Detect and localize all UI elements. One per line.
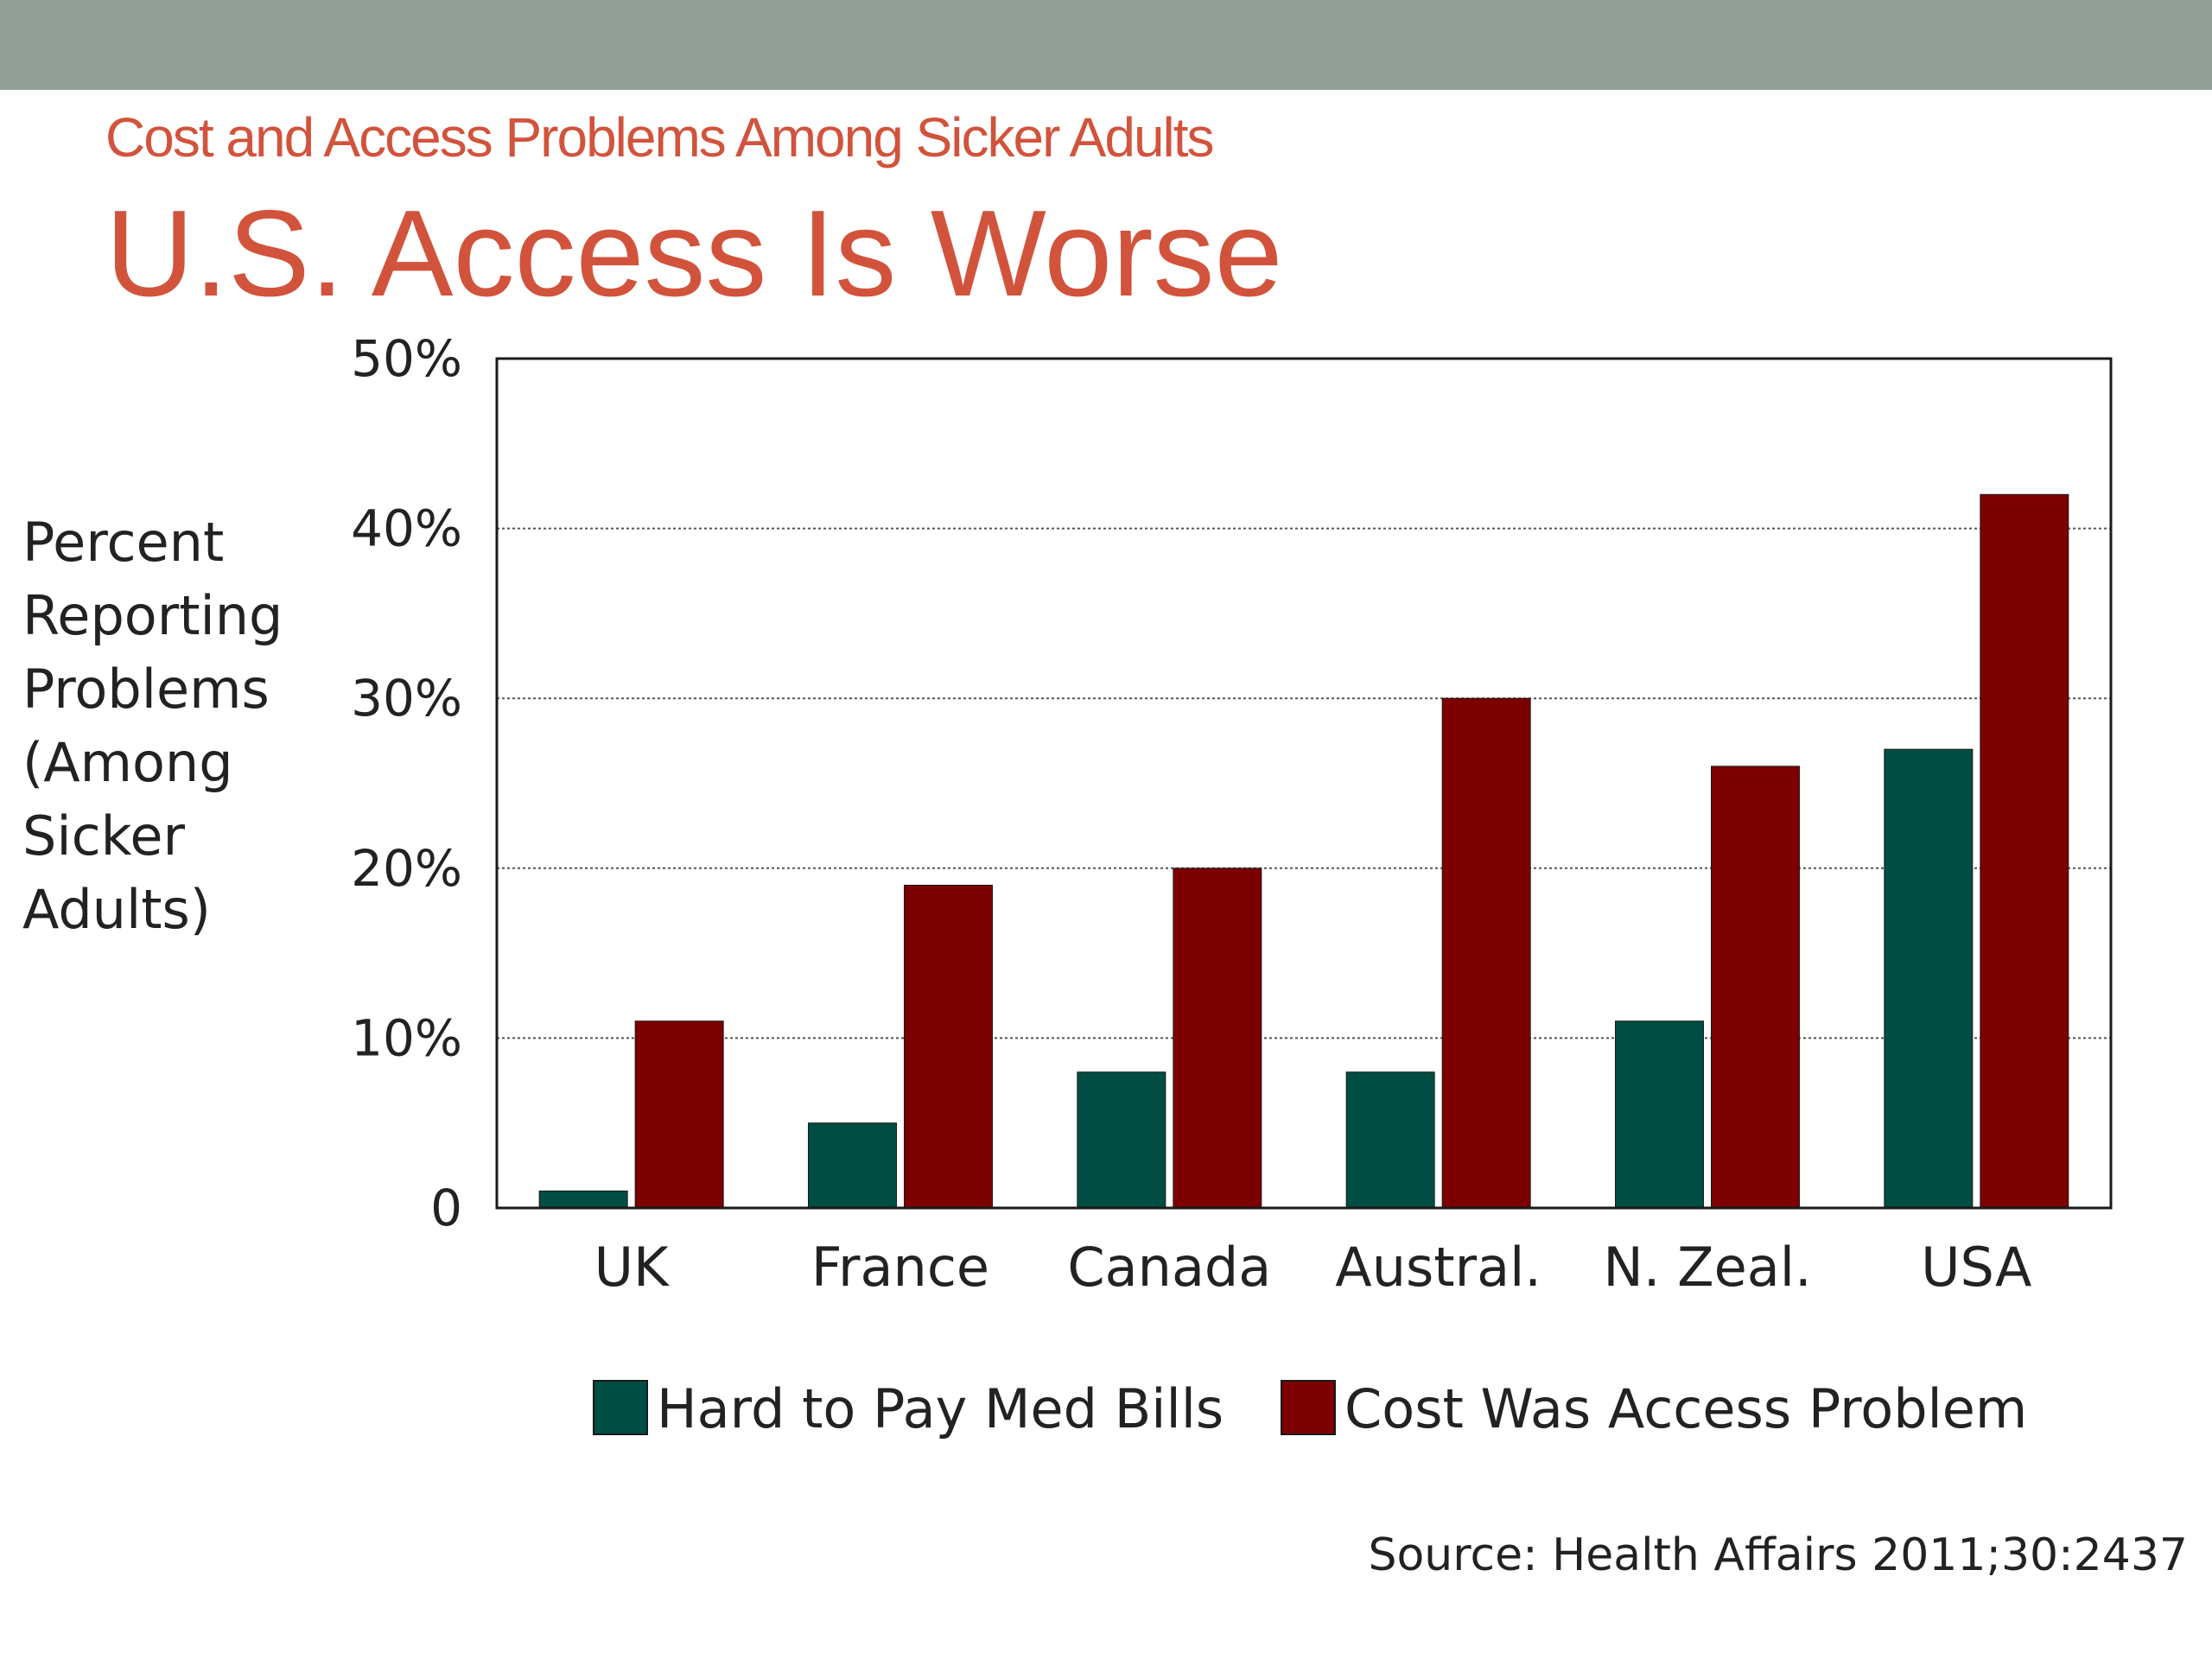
legend-swatch bbox=[1281, 1380, 1336, 1435]
y-tick-label: 10% bbox=[351, 1008, 462, 1067]
source-citation: Source: Health Affairs 2011;30:2437 bbox=[1368, 1529, 2188, 1581]
legend-label: Hard to Pay Med Bills bbox=[657, 1377, 1224, 1440]
bar-cost-access bbox=[904, 884, 993, 1209]
bar-cost-access bbox=[1173, 868, 1262, 1209]
bar-cost-access bbox=[1441, 697, 1531, 1209]
legend-swatch bbox=[593, 1380, 648, 1435]
slide-subtitle: Cost and Access Problems Among Sicker Ad… bbox=[105, 106, 1215, 168]
bar-cost-access bbox=[1980, 493, 2069, 1209]
x-tick-label: UK bbox=[594, 1236, 670, 1299]
y-tick-label: 0 bbox=[430, 1179, 462, 1237]
y-tick-label: 50% bbox=[351, 329, 462, 388]
bar-hard-to-pay bbox=[538, 1190, 628, 1209]
top-band bbox=[0, 0, 2212, 90]
bar-hard-to-pay bbox=[1884, 748, 1974, 1209]
x-tick-label: Austral. bbox=[1335, 1236, 1541, 1299]
y-axis-label: Percent Reporting Problems (Among Sicker… bbox=[22, 511, 283, 941]
bar-cost-access bbox=[1711, 766, 1800, 1209]
bar-hard-to-pay bbox=[1077, 1071, 1166, 1209]
bar-hard-to-pay bbox=[1615, 1020, 1704, 1209]
bar-hard-to-pay bbox=[808, 1122, 897, 1209]
y-tick-label: 30% bbox=[351, 669, 462, 728]
x-tick-label: Canada bbox=[1067, 1236, 1271, 1299]
x-tick-label: N. Zeal. bbox=[1603, 1236, 1811, 1299]
x-tick-label: USA bbox=[1921, 1236, 2031, 1299]
x-tick-label: France bbox=[811, 1236, 989, 1299]
legend-label: Cost Was Access Problem bbox=[1344, 1377, 2027, 1440]
y-tick-label: 20% bbox=[351, 839, 462, 898]
plot-frame bbox=[495, 357, 2113, 1210]
bar-cost-access bbox=[634, 1020, 724, 1209]
slide-title: U.S. Access Is Worse bbox=[105, 185, 1283, 322]
y-tick-label: 40% bbox=[351, 499, 462, 558]
bar-hard-to-pay bbox=[1345, 1071, 1435, 1209]
